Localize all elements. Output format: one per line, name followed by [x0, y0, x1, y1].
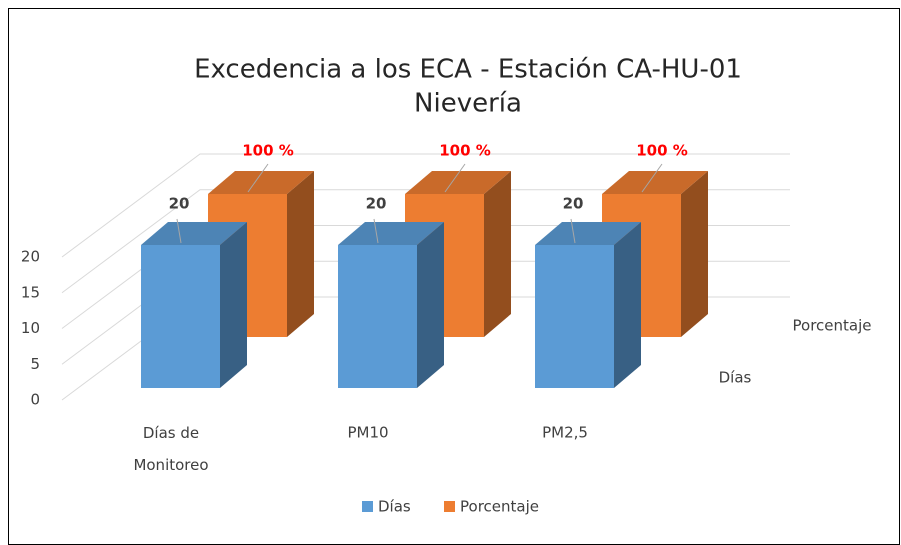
leader-line: [373, 218, 379, 244]
x-tick-label: PM2,5: [542, 424, 588, 442]
bar: [338, 222, 444, 388]
annotation: 100 %: [439, 142, 491, 160]
bar-face: [681, 171, 708, 337]
annotation: 100 %: [636, 142, 688, 160]
leader-line: [176, 218, 182, 244]
bar-face: [141, 222, 247, 245]
x-tick-label: Días de Monitoreo: [133, 424, 208, 474]
depth-axis-label: Porcentaje: [793, 317, 872, 335]
bar-face: [614, 222, 641, 388]
annotation: 100 %: [242, 142, 294, 160]
bar-face: [208, 171, 314, 194]
bar-face: [602, 171, 708, 194]
bar-face: [141, 245, 220, 388]
grid-line: [61, 189, 790, 294]
bar-face: [535, 245, 614, 388]
y-tick-label: 5: [30, 355, 40, 373]
bar: [141, 222, 247, 388]
bar-face: [417, 222, 444, 388]
bar-face: [405, 171, 511, 194]
data-label: 20: [169, 195, 190, 213]
y-tick-label: 0: [30, 391, 40, 409]
bar-face: [287, 171, 314, 337]
bar-face: [535, 222, 641, 245]
legend-swatch: [362, 501, 373, 512]
leader-line: [641, 163, 663, 193]
bar-face: [220, 222, 247, 388]
legend-swatch: [444, 501, 455, 512]
legend-label: Días: [378, 498, 411, 516]
bar-face: [484, 171, 511, 337]
legend-label: Porcentaje: [460, 498, 539, 516]
chart-title: Nievería: [414, 89, 522, 119]
leader-line: [570, 218, 576, 244]
leader-line: [444, 163, 466, 193]
chart-title: Excedencia a los ECA - Estación CA-HU-01: [194, 55, 742, 85]
data-label: 20: [366, 195, 387, 213]
y-tick-label: 20: [21, 248, 40, 266]
bar-face: [338, 245, 417, 388]
depth-axis-label: Días: [719, 369, 752, 387]
y-tick-label: 15: [21, 283, 40, 301]
grid-line: [61, 153, 790, 258]
bar-face: [338, 222, 444, 245]
x-tick-label: PM10: [347, 424, 388, 442]
data-label: 20: [563, 195, 584, 213]
leader-line: [247, 163, 269, 193]
bar: [535, 222, 641, 388]
y-tick-label: 10: [21, 319, 40, 337]
